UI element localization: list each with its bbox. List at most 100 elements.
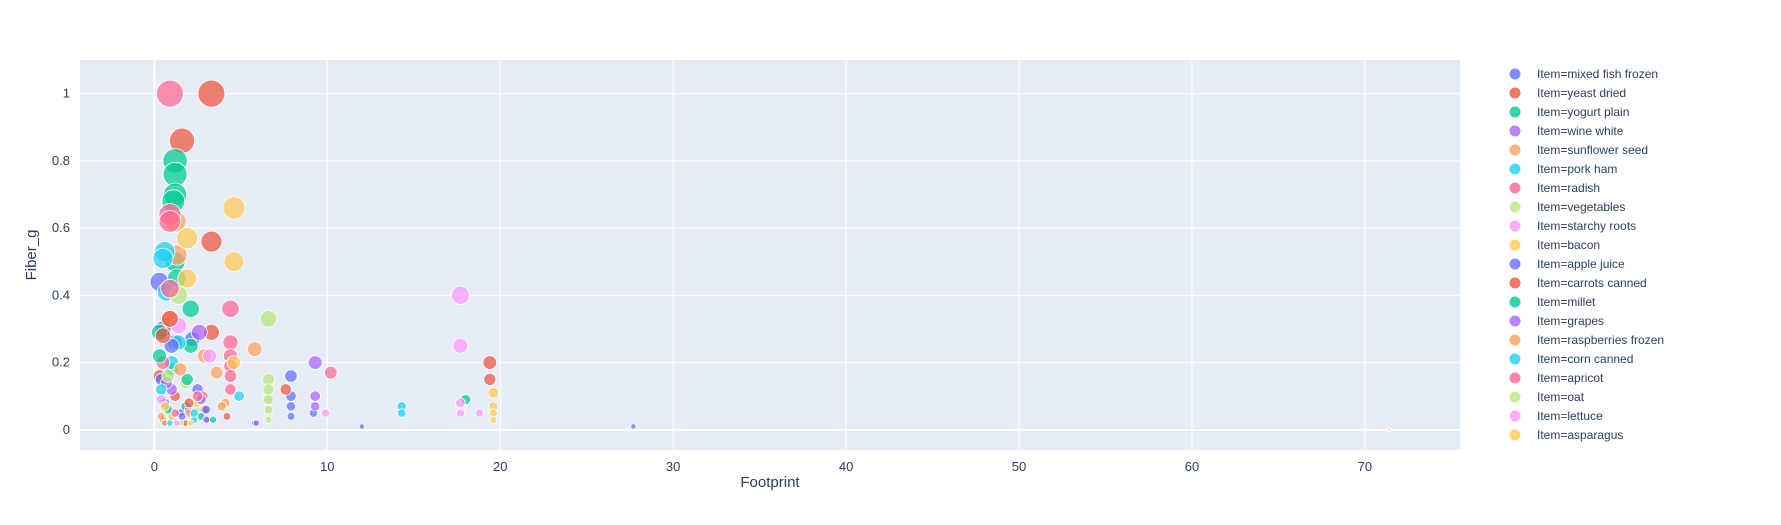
legend-marker xyxy=(1509,68,1521,80)
data-point-series-9[interactable] xyxy=(176,227,199,250)
data-point-series-11[interactable] xyxy=(183,397,195,409)
x-axis-title: Footprint xyxy=(740,474,800,491)
legend-item[interactable]: Item=grapes xyxy=(1509,314,1605,328)
legend-item[interactable]: Item=wine white xyxy=(1509,124,1624,138)
data-point-series-8[interactable] xyxy=(455,408,466,418)
data-point-series-9[interactable] xyxy=(489,415,498,424)
data-point-series-12[interactable] xyxy=(152,348,168,364)
legend-label: Item=wine white xyxy=(1537,124,1624,138)
data-point-series-13[interactable] xyxy=(252,419,260,427)
data-point-series-8[interactable] xyxy=(452,337,469,354)
data-point-series-9[interactable] xyxy=(487,386,500,399)
data-point-series-16[interactable] xyxy=(160,278,180,299)
data-point-series-10[interactable] xyxy=(286,412,296,421)
data-point-series-4[interactable] xyxy=(246,341,263,357)
data-point-series-12[interactable] xyxy=(180,372,194,386)
data-point-series-7[interactable] xyxy=(262,383,275,396)
data-point-series-3[interactable] xyxy=(309,390,321,402)
legend-item[interactable]: Item=carrots canned xyxy=(1509,276,1647,290)
data-point-series-9[interactable] xyxy=(226,355,242,370)
legend-item[interactable]: Item=raspberries frozen xyxy=(1509,333,1665,347)
data-point-series-0[interactable] xyxy=(284,369,298,383)
data-point-series-0[interactable] xyxy=(630,423,637,430)
legend-item[interactable]: Item=yeast dried xyxy=(1509,86,1627,100)
data-point-series-15[interactable] xyxy=(189,408,199,418)
data-point-series-3[interactable] xyxy=(202,415,211,424)
y-tick-labels: 0 0.2 0.4 0.6 0.8 1 xyxy=(52,86,70,437)
legend-item[interactable]: Item=bacon xyxy=(1509,238,1601,252)
data-point-series-6[interactable] xyxy=(222,334,239,351)
data-point-series-1[interactable] xyxy=(200,230,223,253)
legend-item[interactable]: Item=yogurt plain xyxy=(1509,105,1630,119)
data-point-series-3[interactable] xyxy=(310,401,321,412)
data-point-series-10[interactable] xyxy=(201,404,212,415)
data-point-series-14[interactable] xyxy=(173,362,188,377)
legend-item[interactable]: Item=radish xyxy=(1509,181,1601,195)
legend-item[interactable]: Item=corn canned xyxy=(1509,352,1634,366)
data-point-series-12[interactable] xyxy=(209,415,218,424)
data-point-series-1[interactable] xyxy=(197,79,226,108)
data-point-series-6[interactable] xyxy=(158,210,182,233)
data-point-series-7[interactable] xyxy=(264,415,273,424)
legend-label: Item=sunflower seed xyxy=(1537,143,1648,157)
data-point-series-6[interactable] xyxy=(224,383,237,396)
data-point-series-6[interactable] xyxy=(323,365,338,380)
legend-item[interactable]: Item=asparagus xyxy=(1509,428,1624,442)
data-point-series-6[interactable] xyxy=(221,299,240,318)
data-point-series-8[interactable] xyxy=(450,285,470,305)
data-point-series-4[interactable] xyxy=(209,365,224,380)
data-point-series-3[interactable] xyxy=(190,323,208,341)
data-point-series-6[interactable] xyxy=(223,369,238,383)
data-point-series-8[interactable] xyxy=(202,348,218,364)
legend-item[interactable]: Item=apple juice xyxy=(1509,257,1626,271)
data-point-series-8[interactable] xyxy=(474,408,485,418)
data-point-series-11[interactable] xyxy=(154,327,172,344)
data-point-series-9[interactable] xyxy=(223,251,245,273)
legend-marker xyxy=(1509,201,1521,213)
data-point-series-9[interactable] xyxy=(177,268,198,289)
data-point-series-5[interactable] xyxy=(397,408,407,418)
legend-item[interactable]: Item=mixed fish frozen xyxy=(1509,67,1659,81)
data-point-series-7[interactable] xyxy=(259,310,278,328)
data-point-series-2[interactable] xyxy=(181,299,200,318)
legend-item[interactable]: Item=millet xyxy=(1509,295,1597,309)
data-point-series-17[interactable] xyxy=(161,369,175,383)
data-point-series-9[interactable] xyxy=(222,196,246,220)
legend-item[interactable]: Item=starchy roots xyxy=(1509,219,1637,233)
data-point-series-14[interactable] xyxy=(156,412,166,421)
data-point-series-19[interactable] xyxy=(187,419,195,427)
data-point-series-7[interactable] xyxy=(262,394,274,406)
data-point-series-16[interactable] xyxy=(191,390,204,402)
legend-item[interactable]: Item=sunflower seed xyxy=(1509,143,1649,157)
data-point-series-5[interactable] xyxy=(152,247,174,269)
data-point-series-6[interactable] xyxy=(156,79,184,108)
data-point-series-1[interactable] xyxy=(483,372,497,386)
data-point-series-1[interactable] xyxy=(482,355,498,370)
data-point-series-8[interactable] xyxy=(320,408,331,418)
data-point-series-5[interactable] xyxy=(233,390,245,402)
data-point-series-11[interactable] xyxy=(161,310,179,328)
data-point-series-8[interactable] xyxy=(455,397,466,409)
legend-item[interactable]: Item=apricot xyxy=(1509,371,1605,385)
data-point-series-18[interactable] xyxy=(173,419,181,427)
data-markers xyxy=(149,79,1391,432)
data-point-series-0[interactable] xyxy=(285,401,297,412)
data-point-series-7[interactable] xyxy=(263,404,274,415)
legend-item[interactable]: Item=oat xyxy=(1509,390,1585,404)
legend-item[interactable]: Item=lettuce xyxy=(1509,409,1604,423)
data-point-series-3[interactable] xyxy=(307,355,323,370)
data-point-series-15[interactable] xyxy=(166,419,174,427)
data-point-series-19[interactable] xyxy=(1387,427,1391,432)
data-point-series-1[interactable] xyxy=(279,383,292,396)
data-point-series-14[interactable] xyxy=(216,401,227,412)
data-point-series-15[interactable] xyxy=(155,383,168,396)
data-point-series-11[interactable] xyxy=(222,412,232,421)
legend-item[interactable]: Item=pork ham xyxy=(1509,162,1618,176)
data-point-series-16[interactable] xyxy=(170,408,180,418)
data-point-series-0[interactable] xyxy=(358,423,365,430)
legend-marker xyxy=(1509,277,1521,289)
legend-item[interactable]: Item=vegetables xyxy=(1509,200,1626,214)
legend-marker xyxy=(1509,410,1521,422)
legend[interactable]: Item=mixed fish frozen Item=yeast dried It… xyxy=(1509,67,1665,442)
data-point-series-19[interactable] xyxy=(159,401,170,412)
